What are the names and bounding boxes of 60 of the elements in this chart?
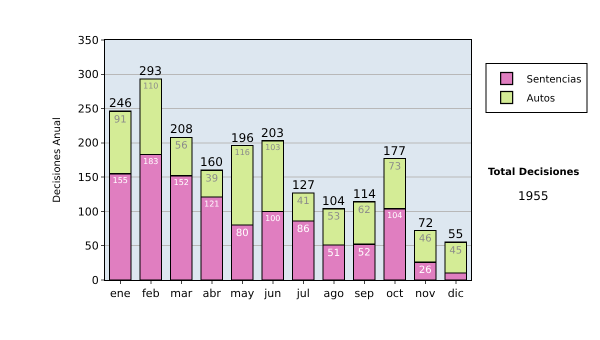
total-label: 208 <box>170 122 193 136</box>
data-label: 41 <box>296 196 310 207</box>
legend-label: Autos <box>526 93 556 104</box>
x-tick-label: jul <box>296 287 310 300</box>
total-label: 72 <box>418 216 434 230</box>
y-tick-label: 100 <box>78 205 99 218</box>
text: Total Decisiones <box>488 167 580 178</box>
data-label: 45 <box>449 245 462 256</box>
total-label: 114 <box>353 187 376 201</box>
x-tick-label: mar <box>170 287 193 300</box>
total-label: 293 <box>139 64 162 78</box>
y-tick-label: 250 <box>78 102 99 116</box>
total-label: 177 <box>383 144 406 158</box>
data-label: 86 <box>296 224 310 236</box>
data-label: 104 <box>387 211 402 220</box>
text: 1955 <box>518 189 549 203</box>
x-tick-label: ene <box>110 287 131 300</box>
data-label: 26 <box>418 265 432 276</box>
data-label: 73 <box>388 162 402 173</box>
x-tick-label: sep <box>354 287 374 300</box>
data-label: 53 <box>327 212 340 223</box>
y-axis-title: Decisiones Anual <box>52 117 63 203</box>
x-tick-label: abr <box>202 287 222 300</box>
x-tick-label: ago <box>324 287 344 300</box>
data-label: 62 <box>358 204 371 216</box>
y-tick-label: 50 <box>84 240 99 253</box>
data-label: 56 <box>174 140 188 152</box>
data-label: 100 <box>265 214 280 223</box>
y-tick-label: 350 <box>78 34 99 47</box>
x-tick-label: feb <box>142 287 160 300</box>
total-label: 246 <box>109 96 132 110</box>
y-tick-label: 300 <box>78 68 99 82</box>
total-label: 127 <box>292 178 315 192</box>
data-label: 51 <box>327 248 340 260</box>
total-label: 160 <box>200 155 223 169</box>
x-tick-label: oct <box>386 287 404 300</box>
y-tick-label: 150 <box>78 170 99 184</box>
data-label: 183 <box>143 156 158 166</box>
data-label: 80 <box>236 228 249 240</box>
data-label: 152 <box>174 178 189 188</box>
data-label: 116 <box>234 148 250 158</box>
data-label: 103 <box>265 143 280 152</box>
data-label: 110 <box>143 82 158 91</box>
x-tick-label: may <box>230 287 255 300</box>
data-label: 46 <box>418 234 432 245</box>
total-label: 55 <box>448 227 464 241</box>
total-label: 196 <box>231 131 254 145</box>
x-tick-label: nov <box>415 287 436 300</box>
x-tick-label: dic <box>448 287 464 300</box>
data-label: 121 <box>204 199 220 208</box>
y-tick-label: 0 <box>92 274 99 287</box>
total-label: 104 <box>322 194 345 208</box>
y-tick-label: 200 <box>78 136 99 150</box>
x-tick-label: jun <box>263 287 282 300</box>
data-label: 155 <box>112 176 128 186</box>
legend-label: Sentencias <box>526 74 582 86</box>
data-label: 39 <box>205 173 218 184</box>
total-label: 203 <box>261 126 284 140</box>
data-label: 52 <box>358 247 371 258</box>
data-label: 91 <box>114 114 127 126</box>
